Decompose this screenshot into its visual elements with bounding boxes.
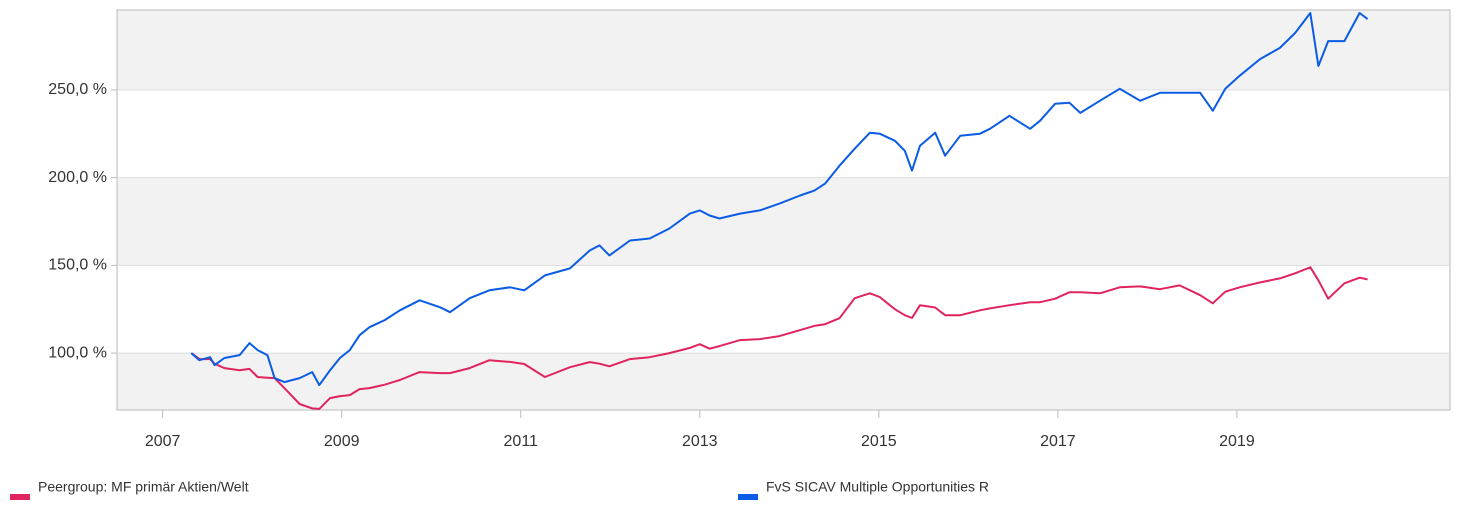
x-tick-label: 2007 — [145, 433, 181, 450]
y-tick-label: 150,0 % — [48, 257, 107, 274]
legend-swatch — [10, 494, 30, 500]
x-tick-label: 2011 — [504, 433, 539, 450]
legend-label: FvS SICAV Multiple Opportunities R — [766, 479, 989, 495]
y-tick-label: 250,0 % — [48, 81, 107, 98]
x-tick-label: 2019 — [1219, 433, 1255, 450]
x-tick-label: 2015 — [861, 433, 897, 450]
band — [118, 89, 1449, 178]
x-tick-label: 2017 — [1040, 433, 1076, 450]
legend-swatch — [738, 494, 758, 500]
x-tick-label: 2013 — [682, 433, 718, 450]
x-tick-label: 2009 — [324, 433, 360, 450]
y-tick-label: 100,0 % — [48, 344, 107, 361]
series-line — [190, 266, 1368, 410]
series-line — [190, 12, 1369, 387]
legend-label: Peergroup: MF primär Aktien/Welt — [38, 479, 249, 495]
band — [118, 265, 1449, 354]
y-tick-label: 200,0 % — [48, 169, 107, 186]
